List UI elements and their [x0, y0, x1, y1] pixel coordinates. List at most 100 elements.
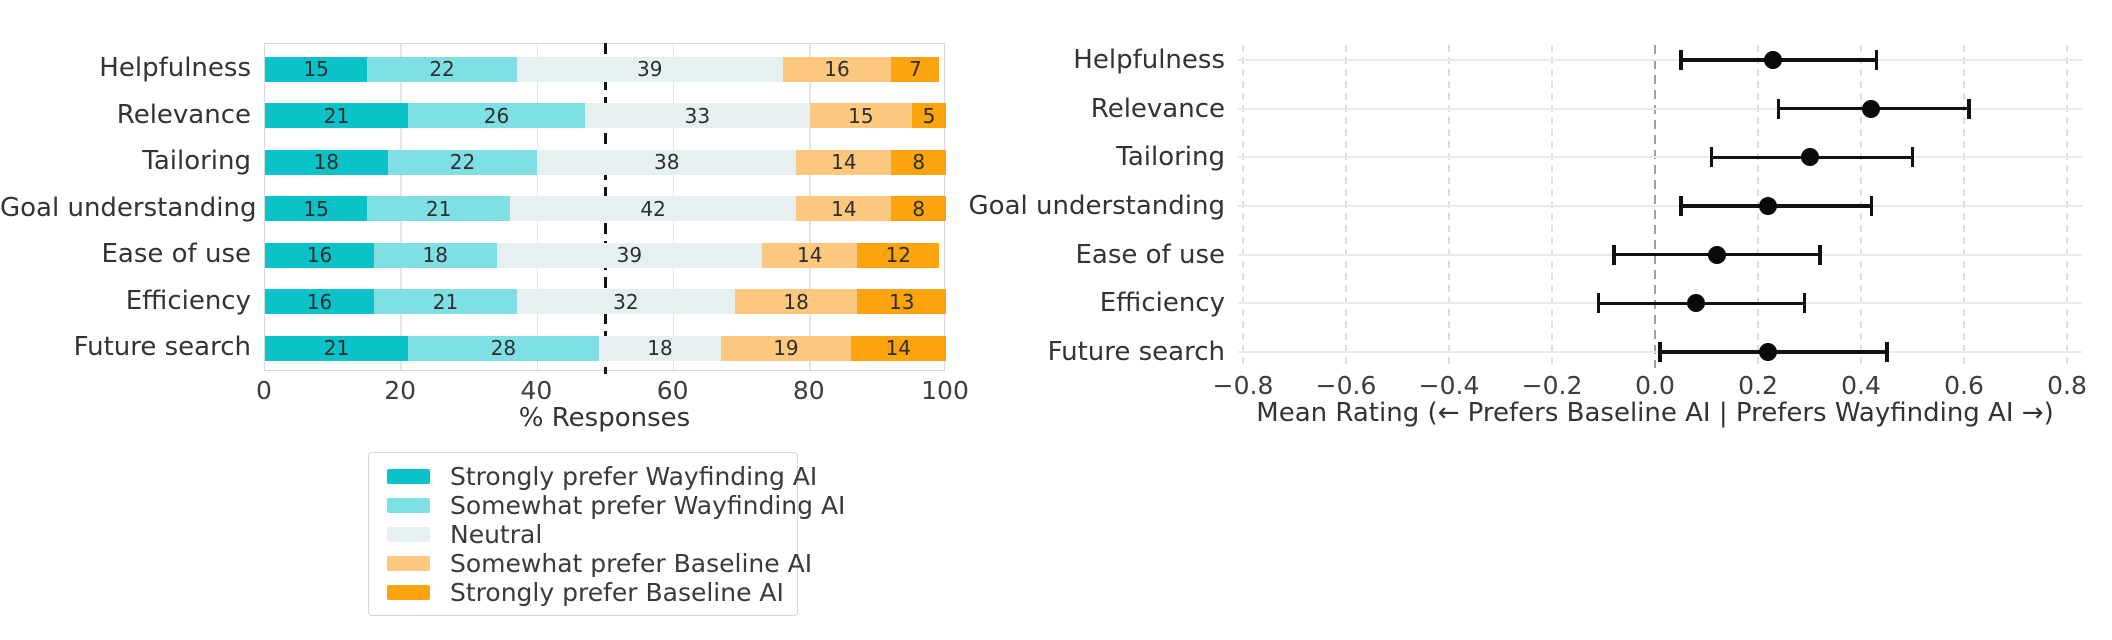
- bar-segment: 12: [857, 242, 940, 268]
- x-tick-label: −0.8: [1212, 371, 1274, 400]
- stacked-chart-plot-area: 15 22 39 16 7 21 26 33 15 5 18 22 38 14 8 15 21 42 14 8 16 18…: [264, 43, 946, 374]
- mean-dot: [1862, 99, 1881, 118]
- legend-label: Neutral: [450, 519, 543, 549]
- bar-segment-value: 16: [306, 289, 333, 314]
- x-tick-label: 60: [656, 376, 689, 405]
- mean-dot: [1764, 51, 1783, 69]
- error-bar-cap-low: [1679, 50, 1683, 70]
- x-tick-label: 0: [256, 376, 272, 405]
- bar-segment-value: 39: [616, 243, 643, 267]
- bar-segment-value: 7: [908, 57, 922, 81]
- category-label-left: Helpfulness: [99, 53, 251, 83]
- bar-segment: 7: [891, 56, 940, 82]
- bar-segment: 16: [782, 56, 892, 82]
- dot-chart-x-axis-label: Mean Rating (← Prefers Baseline AI | Pre…: [1256, 398, 2054, 428]
- bar-row: 16 21 32 18 13: [265, 289, 946, 314]
- x-tick-label: 0.4: [1841, 371, 1881, 400]
- error-bar-cap-high: [1802, 293, 1807, 314]
- legend-swatch: [387, 584, 430, 600]
- bar-segment-value: 15: [303, 196, 329, 221]
- dot-chart-plot-area: [1238, 45, 2082, 368]
- error-bar-cap-low: [1596, 293, 1601, 314]
- bar-segment-value: 39: [637, 57, 663, 81]
- bar-segment: 33: [585, 103, 810, 128]
- bar-segment-value: 19: [773, 336, 799, 360]
- bar-segment: 21: [367, 196, 511, 221]
- legend-label: Somewhat prefer Baseline AI: [450, 548, 813, 578]
- x-tick-label: 0.6: [1944, 371, 1984, 400]
- stacked-chart-x-axis-label: % Responses: [518, 403, 691, 433]
- category-label-right: Relevance: [1090, 93, 1225, 124]
- legend-swatch: [387, 555, 430, 571]
- bar-segment: 5: [911, 103, 946, 128]
- bar-segment-value: 8: [912, 150, 926, 174]
- legend-item: Strongly prefer Baseline AI: [387, 577, 784, 607]
- legend-item: Neutral: [387, 520, 783, 549]
- category-label-right: Helpfulness: [1073, 45, 1225, 75]
- bar-segment: 18: [373, 242, 497, 268]
- bar-segment-value: 16: [824, 57, 850, 81]
- error-bar-cap-high: [1818, 244, 1822, 265]
- error-bar-cap-high: [1967, 98, 1971, 119]
- bar-segment-value: 16: [306, 243, 333, 267]
- row-gridline: [1238, 156, 2082, 159]
- bar-segment-value: 21: [425, 196, 452, 221]
- category-label-left: Future search: [73, 332, 251, 362]
- bar-segment: 16: [265, 289, 374, 314]
- error-bar-cap-high: [1885, 341, 1889, 362]
- bar-segment-value: 32: [613, 289, 639, 314]
- bar-segment-value: 33: [684, 103, 711, 128]
- x-tick-label: 100: [921, 376, 969, 405]
- legend-item: Somewhat prefer Wayfinding AI: [387, 491, 845, 520]
- mean-dot: [1800, 148, 1819, 167]
- bar-segment-value: 14: [885, 336, 912, 360]
- bar-segment: 16: [265, 242, 374, 268]
- bar-row: 18 22 38 14 8: [265, 149, 946, 175]
- x-tick-label: 80: [792, 376, 825, 405]
- bar-segment: 14: [796, 196, 892, 221]
- bar-segment-value: 14: [797, 243, 823, 267]
- bar-row: 21 28 18 19 14: [265, 335, 946, 361]
- bar-segment-value: 18: [422, 243, 448, 267]
- mean-dot: [1759, 196, 1778, 215]
- bar-segment: 32: [516, 289, 735, 314]
- mean-dot: [1759, 342, 1778, 361]
- bar-segment-value: 14: [831, 150, 857, 174]
- legend-label: Strongly prefer Baseline AI: [450, 577, 784, 607]
- category-label-right: Efficiency: [1099, 288, 1225, 319]
- bar-segment-value: 18: [313, 150, 340, 174]
- legend-swatch: [387, 497, 430, 513]
- bar-segment-value: 12: [885, 243, 912, 267]
- category-label-right: Goal understanding: [968, 190, 1225, 221]
- bar-segment: 14: [762, 242, 858, 268]
- category-label-left: Relevance: [116, 99, 251, 130]
- bar-segment: 18: [598, 335, 722, 361]
- legend-label: Somewhat prefer Wayfinding AI: [450, 490, 846, 520]
- bar-segment: 13: [857, 289, 946, 314]
- bar-segment: 15: [809, 103, 912, 128]
- error-bar-cap-high: [1869, 195, 1874, 216]
- legend-swatch: [387, 468, 430, 484]
- error-bar-cap-low: [1679, 195, 1683, 216]
- bar-segment: 18: [734, 289, 858, 314]
- legend-item: Somewhat prefer Baseline AI: [387, 549, 812, 578]
- category-label-right: Tailoring: [1116, 142, 1225, 173]
- mean-dot: [1707, 245, 1726, 264]
- row-gridline: [1238, 59, 2082, 61]
- bar-row: 15 21 42 14 8: [265, 196, 946, 221]
- bar-segment: 8: [891, 196, 946, 221]
- x-tick-label: −0.6: [1315, 371, 1377, 400]
- category-label-left: Goal understanding: [0, 192, 257, 223]
- x-tick-label: −0.2: [1521, 371, 1583, 400]
- bar-segment-value: 22: [449, 150, 476, 174]
- x-tick-label: 0.8: [2047, 371, 2087, 400]
- bar-segment: 42: [510, 196, 797, 221]
- category-label-right: Future search: [1047, 336, 1225, 367]
- bar-segment: 21: [373, 289, 517, 314]
- bar-segment-value: 21: [323, 336, 350, 360]
- bar-segment: 8: [891, 149, 946, 175]
- bar-segment-value: 5: [922, 103, 936, 128]
- legend-swatch: [387, 526, 430, 542]
- bar-segment: 15: [265, 56, 368, 82]
- error-bar-cap-low: [1776, 98, 1781, 119]
